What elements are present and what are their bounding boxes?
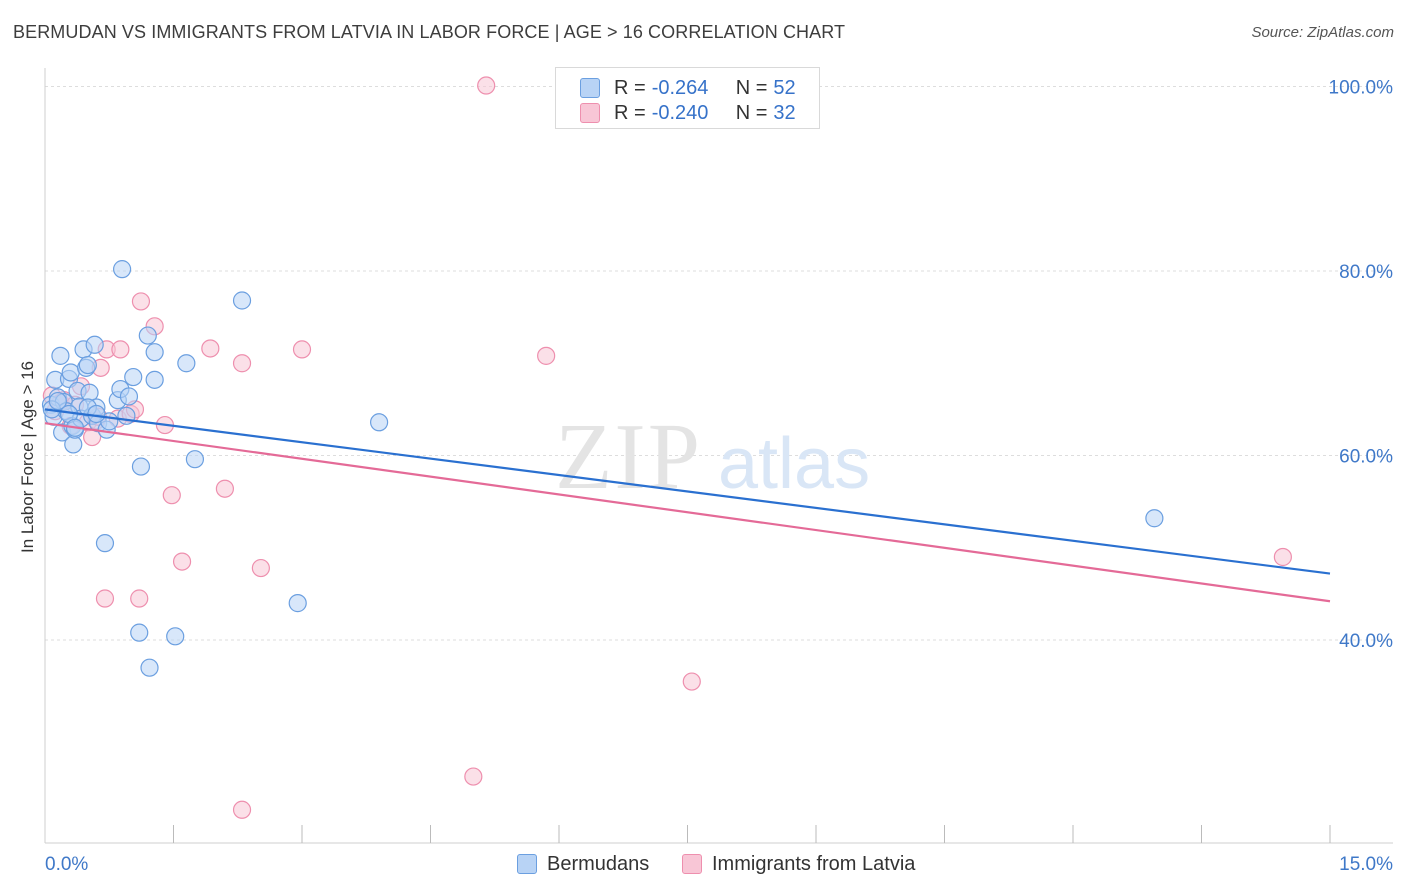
- n-label: N =: [735, 101, 768, 124]
- legend-label-bermudans: Bermudans: [547, 852, 650, 875]
- bermudan-point: [177, 354, 196, 373]
- bermudan-point: [51, 346, 70, 365]
- latvia-trend-line: [44, 422, 1331, 603]
- legend-label-latvia: Immigrants from Latvia: [712, 852, 916, 875]
- bermudan-points: [41, 260, 1164, 677]
- bermudan-point: [145, 343, 164, 362]
- latvia-point: [464, 767, 483, 786]
- latvia-point: [232, 354, 252, 373]
- latvia-point: [251, 558, 270, 578]
- bermudan-point: [117, 406, 136, 425]
- x-tick-label: 15.0%: [1339, 854, 1393, 875]
- source-label: Source: ZipAtlas.com: [1251, 24, 1394, 41]
- n-value: 52: [773, 76, 796, 99]
- bermudan-point: [87, 404, 106, 424]
- r-value: -0.240: [651, 101, 709, 124]
- r-label: R =: [614, 101, 646, 124]
- bermudan-point: [288, 594, 307, 613]
- n-label: N =: [735, 76, 768, 99]
- latvia-point: [111, 340, 130, 359]
- bermudan-point: [140, 658, 159, 677]
- bermudan-point: [145, 370, 164, 389]
- watermark: ZIP atlas: [555, 405, 870, 509]
- bermudan-point: [61, 363, 80, 382]
- y-axis-title: In Labor Force | Age > 16: [18, 361, 37, 553]
- latvia-point: [537, 346, 556, 365]
- latvia-point: [1273, 547, 1292, 567]
- latvia-point: [292, 340, 312, 359]
- stats-legend: R = -0.264 N = 52 R = -0.240 N = 32: [555, 67, 820, 129]
- latvia-point: [162, 486, 181, 505]
- legend-row-bermudans: R = -0.264 N = 52: [580, 76, 796, 100]
- bermudan-point: [370, 413, 389, 432]
- bermudans-legend-swatch: [517, 854, 537, 874]
- watermark-zip: ZIP: [555, 405, 702, 509]
- latvia-point: [131, 292, 151, 311]
- chart-title: BERMUDAN VS IMMIGRANTS FROM LATVIA IN LA…: [13, 22, 846, 42]
- bermudan-point: [138, 326, 157, 345]
- bermudan-point: [48, 391, 67, 411]
- n-value: 32: [773, 101, 796, 124]
- latvia-point: [682, 672, 701, 691]
- bermudan-point: [78, 355, 97, 375]
- bermudan-point: [85, 335, 104, 354]
- latvia-point: [201, 339, 220, 358]
- latvia-point: [95, 589, 115, 608]
- latvia-point: [130, 589, 149, 608]
- axis-labels: 100.0% 80.0% 60.0% 40.0% 0.0% 15.0%: [45, 77, 1393, 875]
- latvia-legend-swatch: [682, 854, 702, 874]
- y-tick-label: 40.0%: [1339, 631, 1393, 652]
- watermark-atlas: atlas: [718, 424, 870, 504]
- legend-item-latvia[interactable]: Immigrants from Latvia: [682, 852, 915, 876]
- bermudan-point: [112, 260, 132, 279]
- bermudan-point: [95, 534, 115, 553]
- bermudan-point: [185, 450, 205, 469]
- bermudan-trend-line: [44, 408, 1331, 575]
- bermudan-point: [119, 387, 139, 406]
- bermudans-swatch: [580, 78, 600, 98]
- bermudan-point: [131, 457, 151, 476]
- latvia-swatch: [580, 103, 600, 123]
- legend-item-bermudans[interactable]: Bermudans: [517, 852, 649, 876]
- ticks: [173, 825, 1331, 843]
- latvia-point: [232, 800, 252, 819]
- bermudan-point: [232, 291, 252, 310]
- bermudan-point: [166, 627, 185, 646]
- bermudan-point: [130, 623, 149, 642]
- r-value: -0.264: [651, 76, 709, 99]
- latvia-point: [215, 479, 234, 498]
- axes: [44, 68, 1393, 844]
- latvia-point: [477, 76, 496, 95]
- latvia-point: [172, 552, 192, 571]
- y-tick-label: 80.0%: [1339, 262, 1393, 283]
- x-tick-label: 0.0%: [45, 854, 88, 875]
- legend-row-latvia: R = -0.240 N = 32: [580, 101, 796, 125]
- bermudan-point: [124, 367, 143, 387]
- y-tick-label: 100.0%: [1329, 77, 1394, 98]
- r-label: R =: [614, 76, 646, 99]
- bermudan-point: [1145, 509, 1164, 528]
- y-tick-label: 60.0%: [1339, 447, 1393, 468]
- trend-lines: [44, 408, 1331, 603]
